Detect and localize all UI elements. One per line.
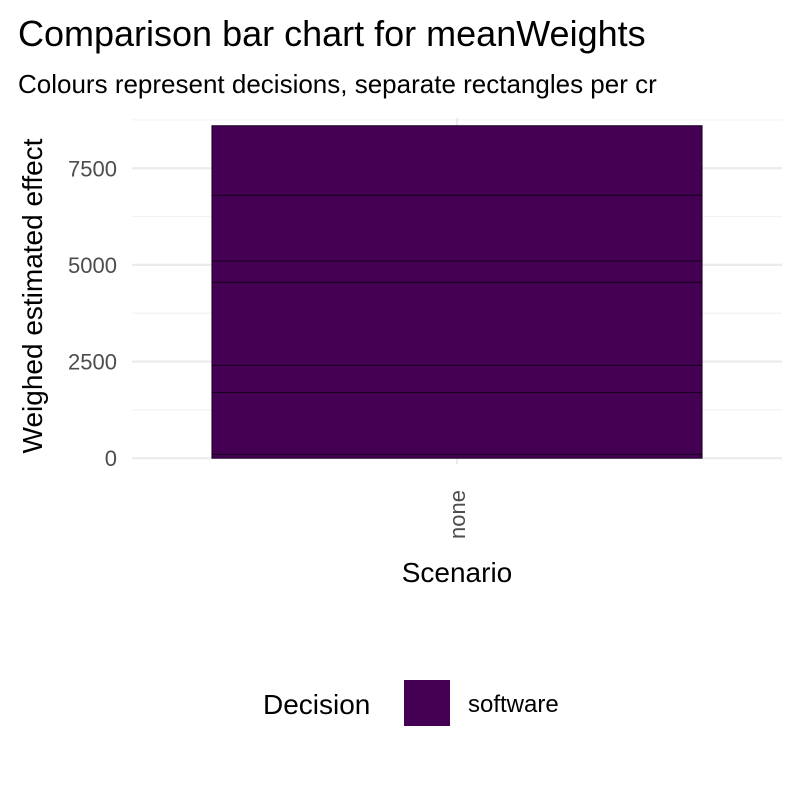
chart-title: Comparison bar chart for meanWeights [18, 13, 646, 54]
bar-segment [211, 260, 703, 283]
bar-segment [211, 281, 703, 366]
legend-label: software [468, 691, 559, 718]
bars [211, 125, 703, 459]
y-axis-title: Weighed estimated effect [17, 138, 48, 453]
bar-segment [211, 391, 703, 455]
legend: Decision software [263, 680, 559, 726]
bar-segment [211, 364, 703, 393]
y-tick-label: 5000 [68, 253, 117, 278]
bar-segment [211, 194, 703, 262]
y-tick-label: 0 [105, 446, 117, 471]
y-tick-label: 7500 [68, 156, 117, 181]
y-axis-ticks: 0 2500 5000 7500 [68, 156, 117, 471]
legend-entries: software [404, 680, 559, 726]
chart-subtitle: Colours represent decisions, separate re… [18, 69, 657, 99]
x-tick-label: none [445, 490, 470, 539]
legend-title: Decision [263, 689, 370, 720]
bar-segment [211, 125, 703, 196]
x-axis-title: Scenario [402, 557, 513, 588]
bar-segment [211, 453, 703, 459]
y-tick-label: 2500 [68, 350, 117, 375]
legend-swatch [404, 680, 450, 726]
x-axis-ticks: none [445, 490, 470, 539]
